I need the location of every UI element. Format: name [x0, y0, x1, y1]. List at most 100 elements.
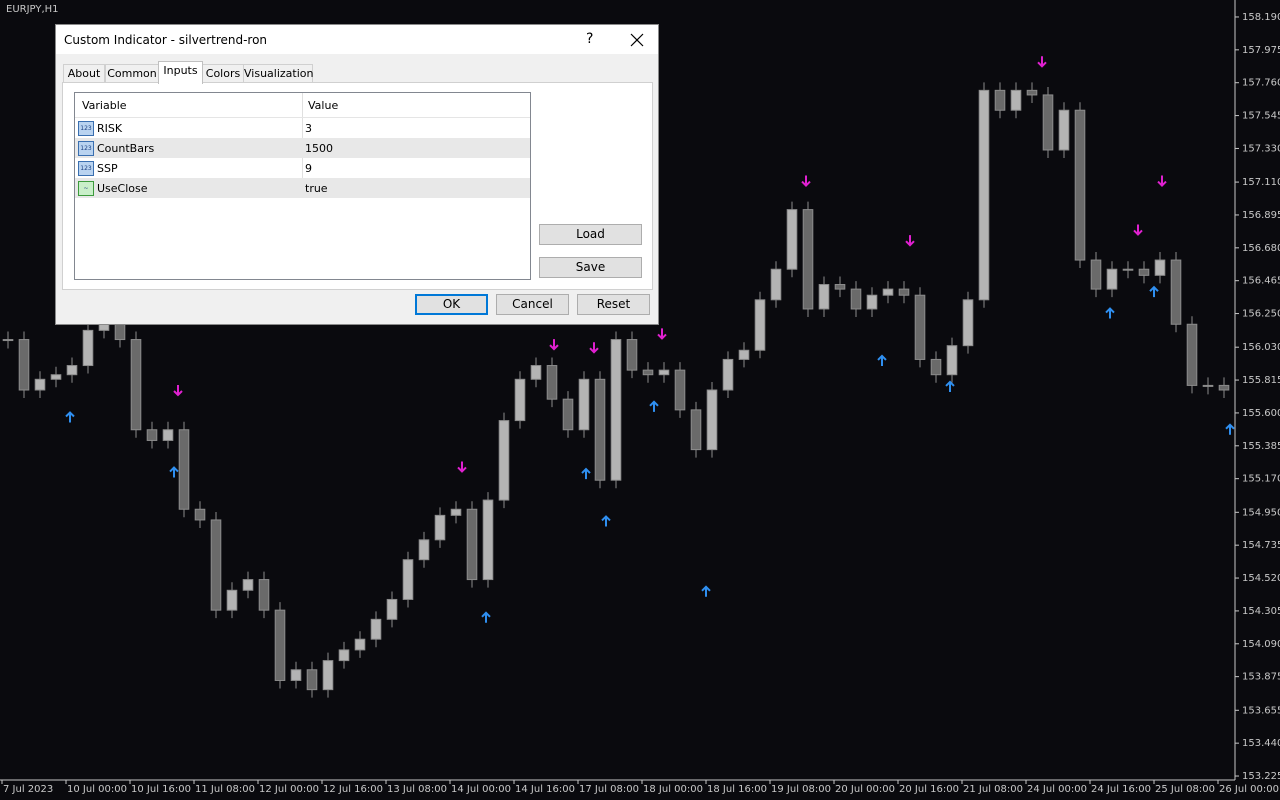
x-tick-label: 12 Jul 00:00 — [259, 784, 319, 795]
int-icon: 123 — [78, 141, 94, 156]
candle — [146, 429, 158, 441]
buy-arrow — [481, 611, 491, 623]
candle — [738, 349, 750, 360]
close-button[interactable] — [630, 33, 644, 47]
ok-button[interactable]: OK — [415, 294, 488, 315]
x-tick-label: 18 Jul 00:00 — [643, 784, 703, 795]
candle — [66, 365, 78, 376]
int-icon: 123 — [78, 121, 94, 136]
tab[interactable]: About — [63, 64, 105, 83]
cancel-button[interactable]: Cancel — [496, 294, 569, 315]
candle — [210, 519, 222, 611]
candle — [1218, 384, 1230, 391]
candle — [322, 660, 334, 691]
buy-arrow — [1149, 285, 1159, 298]
candle — [2, 339, 14, 342]
y-tick-label: 153.655 — [1242, 705, 1280, 716]
candle — [834, 284, 846, 290]
y-tick-label: 157.975 — [1242, 45, 1280, 56]
candle — [18, 339, 30, 391]
candle — [34, 378, 46, 391]
x-tick-label: 17 Jul 08:00 — [579, 784, 639, 795]
candle — [258, 579, 270, 611]
sell-arrow — [1133, 224, 1143, 236]
candle — [274, 609, 286, 681]
x-tick-label: 18 Jul 16:00 — [707, 784, 767, 795]
x-tick-label: 25 Jul 08:00 — [1155, 784, 1215, 795]
value[interactable]: 3 — [305, 122, 312, 135]
candle — [626, 339, 638, 371]
candle — [306, 669, 318, 691]
table-row[interactable]: 123 CountBars 1500 — [75, 138, 530, 158]
candle — [178, 429, 190, 510]
candle — [130, 339, 142, 431]
table-header: Variable Value — [75, 93, 530, 118]
candle — [1154, 259, 1166, 276]
title-bar: Custom Indicator - silvertrend-ron ? — [56, 25, 658, 54]
tab[interactable]: Colors — [202, 64, 244, 83]
load-button[interactable]: Load — [539, 224, 642, 245]
sell-arrow — [1037, 56, 1047, 68]
candle — [530, 365, 542, 380]
tab[interactable]: Common — [105, 64, 159, 83]
sell-arrow — [1157, 175, 1167, 187]
help-button[interactable]: ? — [586, 31, 594, 47]
x-tick-label: 13 Jul 08:00 — [387, 784, 447, 795]
candle — [290, 669, 302, 681]
y-tick-label: 155.600 — [1242, 408, 1280, 419]
candle — [386, 598, 398, 620]
candle — [450, 508, 462, 516]
candle — [1090, 259, 1102, 290]
variable: UseClose — [97, 182, 148, 195]
tab-selected[interactable]: Inputs — [158, 61, 203, 84]
y-tick-label: 156.895 — [1242, 210, 1280, 221]
buy-arrow — [65, 411, 75, 423]
candle — [1122, 268, 1134, 271]
save-button[interactable]: Save — [539, 257, 642, 278]
candle — [1138, 268, 1150, 276]
inputs-table: Variable Value 123 RISK 3 123 CountBars 1500… — [74, 92, 531, 280]
candle — [82, 329, 94, 367]
candle — [770, 268, 782, 301]
candle — [1170, 259, 1182, 325]
variable: CountBars — [97, 142, 155, 155]
x-tick-label: 11 Jul 08:00 — [195, 784, 255, 795]
y-tick-label: 157.330 — [1242, 143, 1280, 154]
candle — [722, 358, 734, 391]
candle — [898, 288, 910, 296]
value[interactable]: 9 — [305, 162, 312, 175]
x-tick-label: 12 Jul 16:00 — [323, 784, 383, 795]
candle — [578, 378, 590, 431]
candle — [498, 420, 510, 501]
candle — [882, 288, 894, 296]
sell-arrow — [173, 385, 183, 397]
table-row[interactable]: 123 SSP 9 — [75, 158, 530, 178]
candle — [242, 579, 254, 591]
candle — [642, 369, 654, 376]
sell-arrow — [905, 235, 915, 247]
candle — [1010, 89, 1022, 111]
sell-arrow — [457, 461, 467, 473]
candle — [610, 339, 622, 481]
candle — [786, 209, 798, 270]
buy-arrow — [649, 400, 659, 412]
candle — [482, 499, 494, 581]
column-header: Variable — [82, 99, 127, 112]
sell-arrow — [657, 328, 667, 340]
y-tick-label: 156.030 — [1242, 342, 1280, 353]
candle — [1106, 268, 1118, 290]
candle — [546, 365, 558, 400]
sell-arrow — [589, 342, 599, 354]
candle — [818, 284, 830, 310]
y-tick-label: 153.440 — [1242, 738, 1280, 749]
x-tick-label: 20 Jul 16:00 — [899, 784, 959, 795]
table-row[interactable]: 123 RISK 3 — [75, 118, 530, 138]
value[interactable]: 1500 — [305, 142, 333, 155]
tab[interactable]: Visualization — [243, 64, 313, 83]
reset-button[interactable]: Reset — [577, 294, 650, 315]
variable: RISK — [97, 122, 123, 135]
candle — [226, 589, 238, 611]
value[interactable]: true — [305, 182, 328, 195]
candle — [354, 638, 366, 651]
table-row[interactable]: ~ UseClose true — [75, 178, 530, 198]
